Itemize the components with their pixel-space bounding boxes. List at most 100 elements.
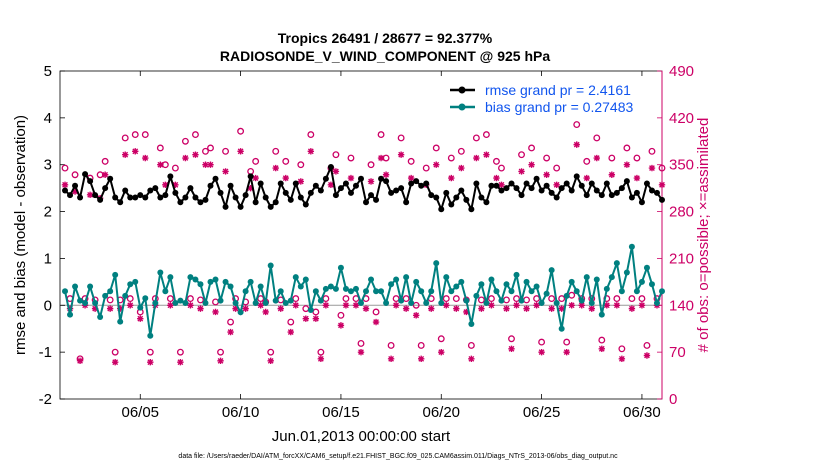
obs-assimilated-point — [192, 151, 199, 158]
obs-assimilated-point — [503, 305, 510, 312]
obs-possible-point — [482, 131, 490, 139]
legend-bias-label: bias grand pr = 0.27483 — [485, 99, 633, 115]
rmse-point — [578, 182, 585, 189]
obs-assimilated-point — [478, 305, 485, 312]
obs-assimilated-point — [317, 355, 325, 363]
obs-assimilated-point — [643, 352, 651, 359]
bias-point — [578, 297, 585, 304]
rmse-point — [583, 192, 590, 199]
right-tick-label: 350 — [669, 157, 694, 174]
obs-assimilated-point — [101, 171, 109, 178]
rmse-point — [598, 192, 605, 199]
obs-assimilated-point — [543, 171, 550, 178]
obs-assimilated-point — [187, 302, 194, 309]
bias-point — [262, 299, 269, 306]
obs-assimilated-point — [372, 318, 380, 326]
obs-assimilated-point — [242, 305, 249, 312]
obs-possible-point — [166, 295, 174, 303]
rmse-point — [262, 194, 269, 201]
bias-point — [217, 297, 224, 304]
obs-assimilated-point — [428, 305, 435, 312]
obs-assimilated-point — [623, 161, 631, 168]
bias-point — [588, 299, 595, 306]
bias-point — [297, 283, 304, 290]
obs-possible-point — [618, 345, 626, 353]
bias-point — [363, 288, 370, 295]
obs-assimilated-point — [563, 348, 570, 356]
bias-point — [568, 278, 575, 285]
rmse-point — [107, 175, 114, 182]
rmse-point — [282, 189, 289, 196]
bias-point — [177, 297, 184, 304]
obs-possible-point — [367, 161, 375, 169]
rmse-point — [363, 199, 370, 206]
bias-point — [102, 292, 109, 299]
bias-point — [302, 276, 309, 283]
rmse-point — [127, 194, 134, 201]
bias-point — [247, 278, 254, 285]
rmse-point — [378, 175, 385, 182]
obs-assimilated-point — [518, 168, 525, 175]
obs-assimilated-point — [337, 322, 345, 329]
rmse-point — [137, 192, 144, 199]
bias-point — [67, 311, 74, 318]
rmse-point — [588, 180, 595, 187]
bias-point — [553, 299, 560, 306]
left-tick-label: 0 — [44, 297, 52, 314]
rmse-point — [628, 194, 635, 201]
obs-assimilated-point — [132, 148, 139, 155]
obs-assimilated-point — [568, 302, 575, 309]
rmse-point — [638, 199, 645, 206]
legend: rmse grand pr = 2.4161 bias grand pr = 0… — [444, 78, 654, 116]
rmse-point — [608, 192, 615, 199]
bias-point — [428, 288, 435, 295]
obs-possible-point — [538, 338, 546, 346]
rmse-point — [232, 194, 239, 201]
obs-assimilated-point — [377, 154, 385, 162]
bias-point — [257, 283, 264, 290]
bias-point — [383, 299, 390, 306]
obs-assimilated-point — [297, 178, 304, 185]
rmse-point — [493, 182, 500, 189]
rmse-point — [403, 199, 410, 206]
rmse-series — [62, 164, 665, 213]
obs-possible-point — [297, 161, 305, 169]
obs-assimilated-point — [322, 302, 330, 309]
rmse-point — [613, 189, 620, 196]
bias-point — [77, 297, 84, 304]
bias-point — [312, 288, 319, 295]
bias-point — [593, 276, 600, 283]
rmse-point — [142, 194, 149, 201]
obs-assimilated-point — [157, 161, 164, 168]
rmse-point — [147, 187, 154, 194]
obs-possible-point — [61, 164, 69, 172]
left-tick-label: 5 — [44, 63, 52, 80]
bias-point — [97, 314, 104, 320]
bias-point — [267, 262, 274, 269]
obs-possible-point — [442, 295, 450, 303]
obs-possible-point — [332, 151, 340, 159]
rmse-point — [568, 187, 575, 194]
rmse-point — [503, 185, 510, 192]
obs-assimilated-point — [267, 357, 274, 365]
obs-possible-point — [222, 147, 229, 155]
rmse-point — [478, 194, 485, 201]
obs-assimilated-point — [598, 345, 605, 352]
bias-point — [653, 299, 660, 306]
bias-point — [147, 332, 154, 339]
bias-point — [237, 309, 244, 316]
rmse-point — [558, 185, 565, 192]
bias-point — [563, 292, 570, 299]
obs-assimilated-point — [397, 151, 405, 158]
obs-possible-point — [633, 154, 641, 162]
bias-point — [618, 288, 625, 295]
obs-assimilated-point — [523, 305, 530, 312]
rmse-point — [473, 180, 480, 187]
rmse-point — [643, 180, 650, 187]
obs-assimilated-point — [648, 164, 656, 172]
obs-assimilated-point — [212, 308, 219, 316]
bias-point — [613, 260, 620, 267]
obs-assimilated-point — [573, 141, 580, 148]
bias-point — [453, 283, 460, 290]
obs-possible-point — [347, 154, 355, 162]
